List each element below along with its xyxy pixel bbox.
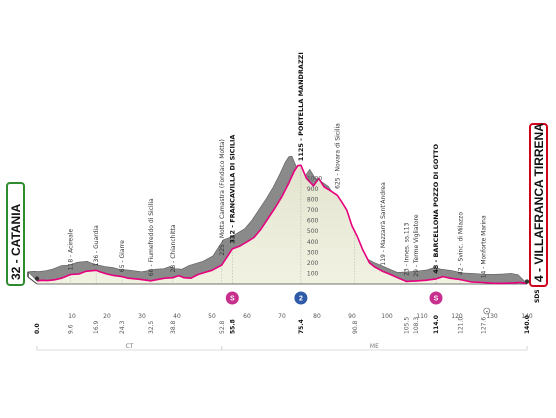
place-label: 23 - Innes. ss.113: [403, 222, 410, 275]
km-tick-label: 50: [208, 313, 216, 320]
start-label: 32 - CATANIA: [6, 182, 25, 286]
finish-label-text: 4 - VILLAFRANCA TIRRENA: [532, 123, 546, 282]
km-tick-label: 40: [173, 313, 181, 320]
start-label-text: 32 - CATANIA: [9, 203, 23, 280]
distance-tick-label: 121.0: [458, 317, 465, 334]
altitude-tick-label: 300: [307, 249, 319, 256]
km-tick-label: 60: [243, 313, 251, 320]
altitude-tick-label: 500: [307, 228, 319, 235]
distance-tick-label: 24.3: [119, 320, 126, 334]
start-dot: [34, 276, 40, 281]
altitude-tick-label: 600: [307, 218, 319, 225]
distance-tick-label: 16.9: [93, 320, 100, 334]
distance-tick-label: 140.0: [524, 315, 531, 334]
altitude-tick-label: 900: [307, 186, 319, 193]
feed-zone-marker-label: ●: [486, 310, 488, 314]
markers: S S 2 ●: [34, 276, 530, 315]
place-label: 14 - Monforte Marina: [481, 215, 488, 278]
place-label: 48 - BARCELLONA POZZO DI GOTTO: [432, 144, 440, 274]
altitude-scale: 100 200 300 400 500 600 700 800 900 1000: [307, 175, 322, 277]
km-ticks: 10 20 30 40 50 60 70 80 90 100 110 120 130 140: [68, 313, 533, 320]
distance-tick-label: 32.5: [148, 320, 155, 334]
place-label: 60 - Fiumefreddo di Sicilia: [148, 198, 155, 276]
km-tick-label: 20: [103, 313, 111, 320]
sprint-marker-label: S: [230, 296, 235, 303]
place-label: 119 - Mazzarrà Sant'Andrea: [380, 182, 387, 266]
brand-logo: SDS: [534, 289, 541, 303]
place-label: 42 - Svinc. di Milazzo: [458, 212, 465, 275]
distance-tick-label: 52.8: [219, 320, 226, 334]
distance-tick-label: 108.3: [413, 317, 420, 334]
profile-area: [37, 165, 527, 285]
distance-tick-label: 114.0: [433, 315, 440, 334]
profile-line: [36, 164, 528, 285]
km-tick-label: 90: [348, 313, 356, 320]
place-labels: 118 - Acireale 136 - Guardia 65 - Giarre 60…: [68, 52, 488, 278]
province-bands: CT ME: [36, 343, 528, 351]
distance-tick-label: 90.8: [352, 320, 359, 334]
km-tick-label: 80: [313, 313, 321, 320]
km-tick-label: 120: [451, 313, 463, 320]
altitude-tick-label: 1000: [307, 175, 322, 182]
km-tick-label: 70: [278, 313, 286, 320]
place-label: 28 - Chianchitta: [170, 224, 177, 272]
distance-tick-label: 75.4: [298, 319, 305, 334]
altitude-tick-label: 400: [307, 239, 319, 246]
feed-zone-marker: [483, 307, 491, 315]
sprint-marker: [225, 291, 239, 305]
place-label: 225 - Motta Camastra (Fondaco Motta): [219, 139, 226, 255]
profile-fill: [37, 165, 527, 284]
sprint-marker: [429, 291, 443, 305]
distance-tick-label: 55.8: [229, 319, 236, 334]
place-label: 29 - Terme Vigliatore: [413, 214, 420, 277]
province-label: CT: [125, 343, 133, 350]
relief-left-edge: [27, 276, 38, 285]
distance-tick-label: 38.8: [170, 320, 177, 334]
finish-label: 4 - VILLAFRANCA TIRRENA: [529, 123, 548, 287]
km-tick-label: 100: [381, 313, 393, 320]
place-label: 118 - Acireale: [68, 229, 75, 271]
km-tick-label: 110: [416, 313, 428, 320]
km-tick-label: 10: [68, 313, 76, 320]
distance-tick-label: 127.6: [481, 317, 488, 334]
place-label: 332 - FRANCAVILLA DI SICILIA: [228, 135, 236, 244]
km-tick-label: 140: [521, 313, 533, 320]
altitude-tick-label: 700: [307, 207, 319, 214]
distance-tick-label: 0.0: [34, 323, 41, 334]
km-tick-label: 130: [486, 313, 498, 320]
distance-tick-label: 9.6: [68, 324, 75, 334]
kom-marker-label: 2: [299, 296, 303, 303]
finish-dot: [524, 279, 530, 284]
place-label: 65 - Giarre: [119, 240, 126, 272]
altitude-tick-label: 200: [307, 260, 319, 267]
province-label: ME: [370, 343, 379, 350]
place-label: 136 - Guardia: [93, 225, 100, 266]
distance-ticks: 0.0 9.6 16.9 24.3 32.5 38.8 52.8 55.8 75.4 90.8 10…: [34, 315, 531, 334]
altitude-tick-label: 100: [307, 270, 319, 277]
place-label: 625 - Novara di Sicilia: [334, 123, 341, 189]
altitude-tick-label: 800: [307, 197, 319, 204]
kom-marker: [294, 291, 308, 305]
km-tick-label: 30: [138, 313, 146, 320]
profile-curve: [36, 164, 528, 285]
place-label: 1125 - PORTELLA MANDRAZZI: [297, 52, 305, 161]
sprint-marker-label: S: [434, 296, 439, 303]
distance-tick-label: 105.5: [403, 317, 410, 334]
